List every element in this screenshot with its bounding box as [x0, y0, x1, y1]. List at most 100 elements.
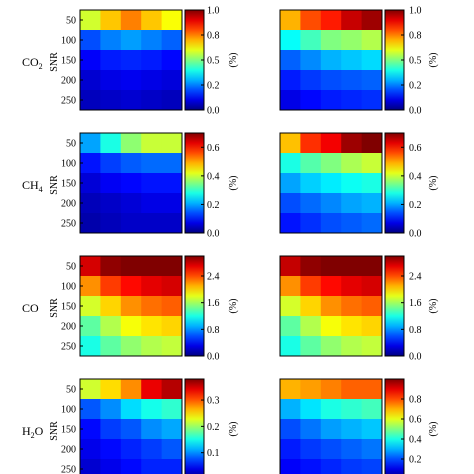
heatmap-cell — [100, 213, 122, 234]
heatmap-cell — [161, 439, 183, 460]
heatmap-cell — [141, 10, 162, 31]
colorbar-tick-label: 0.0 — [207, 352, 220, 363]
heatmap-cell — [161, 399, 183, 420]
colorbar — [384, 255, 405, 357]
heatmap-cell — [161, 30, 183, 51]
colorbar-unit-label: (%) — [228, 176, 239, 191]
colorbar-tick-label: 0.8 — [207, 31, 220, 42]
heatmap-cell — [280, 419, 301, 440]
heatmap-cell — [280, 439, 301, 460]
heatmap-frame — [279, 255, 383, 357]
colorbar-tick-label: 0.8 — [409, 395, 422, 406]
heatmap-cell — [280, 213, 301, 234]
heatmap-cell — [341, 133, 362, 154]
heatmap-cell — [361, 70, 383, 91]
heatmap-cell — [141, 173, 162, 194]
colorbar — [184, 132, 205, 234]
y-axis-label: SNR — [49, 421, 60, 441]
heatmap-cell — [100, 30, 122, 51]
heatmap-cell — [80, 419, 101, 440]
colorbar-tick-label: 0.2 — [409, 200, 422, 211]
heatmap-cell — [300, 70, 322, 91]
heatmap-cell — [161, 193, 183, 214]
heatmap-cell — [161, 153, 183, 174]
colorbar — [384, 132, 405, 234]
colorbar-unit-label: (%) — [428, 176, 439, 191]
heatmap-cell — [141, 193, 162, 214]
heatmap-cell — [80, 70, 101, 91]
heatmap-cell — [141, 459, 162, 474]
heatmap-cell — [341, 193, 362, 214]
heatmap-cell — [361, 336, 383, 357]
heatmap-cell — [300, 276, 322, 297]
heatmap-panel-ch4-right: 0.0 0.2 0.4 0.6 (%) — [279, 132, 439, 240]
heatmap-cell — [100, 10, 122, 31]
heatmap-cell — [320, 399, 342, 420]
heatmap-cell — [161, 379, 183, 400]
heatmap-panel-h2o-left: 50 100 150 200 250 SNR 0.1 0.2 0.3 (%) — [49, 378, 239, 474]
heatmap-cell — [341, 173, 362, 194]
colorbar — [184, 255, 205, 357]
heatmap-cell — [320, 70, 342, 91]
heatmap-cell — [320, 459, 342, 474]
y-tick-label: 150 — [61, 302, 76, 313]
heatmap-cell — [361, 30, 383, 51]
heatmap-cell — [300, 30, 322, 51]
heatmap-cell — [300, 90, 322, 111]
heatmap-cell — [280, 316, 301, 337]
heatmap-cell — [141, 276, 162, 297]
heatmap-cell — [100, 90, 122, 111]
heatmap-cell — [80, 133, 101, 154]
heatmap-cell — [141, 336, 162, 357]
heatmap-cell — [300, 256, 322, 277]
heatmap-cell — [141, 133, 162, 154]
y-tick-label: 100 — [61, 36, 76, 47]
heatmap-cell — [141, 296, 162, 317]
heatmap-cell — [280, 173, 301, 194]
heatmap-cell — [361, 173, 383, 194]
heatmap-cell — [320, 193, 342, 214]
heatmap-cell — [100, 193, 122, 214]
heatmap-cell — [320, 439, 342, 460]
heatmap-cell — [80, 439, 101, 460]
heatmap-cell — [361, 133, 383, 154]
heatmap-cell — [141, 70, 162, 91]
heatmap-cell — [280, 379, 301, 400]
heatmap-cell — [300, 213, 322, 234]
heatmap-cell — [161, 70, 183, 91]
heatmap-cell — [120, 276, 142, 297]
heatmap-cell — [80, 276, 101, 297]
heatmap-cell — [141, 256, 162, 277]
colorbar-tick-label: 1.0 — [409, 6, 422, 17]
heatmap-cell — [341, 439, 362, 460]
heatmap-cell — [341, 316, 362, 337]
heatmap-cell — [320, 173, 342, 194]
colorbar-tick-label: 1.0 — [207, 6, 220, 17]
heatmap-panel-co2-right: 0.0 0.2 0.5 0.8 1.0 (%) — [279, 6, 439, 117]
y-tick-label: 250 — [61, 96, 76, 107]
colorbar-tick-label: 0.4 — [409, 171, 422, 182]
heatmap-cell — [80, 459, 101, 474]
heatmap-cell — [320, 133, 342, 154]
heatmap-cell — [280, 30, 301, 51]
heatmap-cell — [300, 296, 322, 317]
colorbar — [184, 378, 205, 474]
y-tick-label: 200 — [61, 76, 76, 87]
heatmap-cell — [300, 153, 322, 174]
colorbar-unit-label: (%) — [228, 422, 239, 437]
heatmap-cell — [341, 419, 362, 440]
colorbar-tick-label: 0.2 — [409, 455, 422, 466]
y-tick-label: 50 — [66, 385, 76, 396]
heatmap-cell — [320, 256, 342, 277]
heatmap-cell — [141, 419, 162, 440]
heatmap-cell — [161, 296, 183, 317]
heatmap-cell — [80, 336, 101, 357]
heatmap-cell — [280, 70, 301, 91]
colorbar-tick-label: 0.3 — [207, 396, 220, 407]
heatmap-cell — [80, 316, 101, 337]
heatmap-frame — [279, 9, 383, 111]
heatmap-cell — [80, 50, 101, 71]
y-tick-label: 50 — [66, 262, 76, 273]
heatmap-cell — [100, 439, 122, 460]
heatmap-cell — [100, 336, 122, 357]
